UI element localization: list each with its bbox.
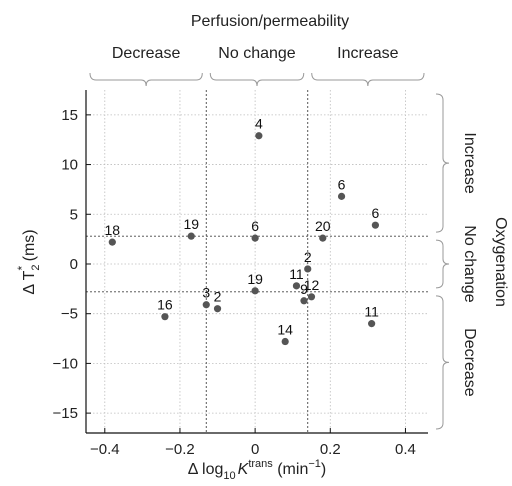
data-point-label: 4 xyxy=(255,116,263,132)
data-point-label: 2 xyxy=(304,249,312,265)
data-point xyxy=(300,297,307,304)
data-point xyxy=(308,293,315,300)
y-group-bracket xyxy=(436,296,449,429)
data-point-label: 16 xyxy=(157,297,173,313)
data-point xyxy=(255,132,262,139)
data-point xyxy=(252,235,259,242)
y-tick-label: −10 xyxy=(53,355,78,372)
y-group-brackets: Increase No change Decrease xyxy=(436,94,478,429)
y-axis-label: Δ T2* (ms) xyxy=(15,229,42,294)
data-point xyxy=(214,305,221,312)
data-point xyxy=(109,239,116,246)
data-point xyxy=(252,287,259,294)
x-group-brackets: Decrease No change Increase xyxy=(90,45,424,86)
y-group-bracket xyxy=(436,240,449,288)
y-group-label: Increase xyxy=(461,132,478,193)
data-point xyxy=(203,301,210,308)
x-group-label: Decrease xyxy=(112,45,181,62)
y-group-label: Decrease xyxy=(461,328,478,397)
x-tick-label: 0.4 xyxy=(395,441,416,458)
data-point-label: 19 xyxy=(247,271,263,287)
data-point-label: 6 xyxy=(338,176,346,192)
data-point-label: 2 xyxy=(214,289,222,305)
data-point-label: 6 xyxy=(371,205,379,221)
y-tick-label: 5 xyxy=(70,206,78,223)
x-group-label: Increase xyxy=(337,45,398,62)
data-point-label: 3 xyxy=(202,285,210,301)
y-tick-label: −15 xyxy=(53,405,78,422)
plot-area xyxy=(86,90,428,433)
data-point-label: 19 xyxy=(183,216,199,232)
x-group-bracket xyxy=(210,73,303,86)
y-tick-label: 10 xyxy=(61,157,78,174)
x-tick-label: −0.4 xyxy=(90,441,120,458)
data-point xyxy=(338,193,345,200)
x-tick-label: −0.2 xyxy=(165,441,195,458)
data-point-label: 18 xyxy=(105,222,121,238)
data-point xyxy=(161,313,168,320)
x-group-label: No change xyxy=(218,45,295,62)
x-group-bracket xyxy=(312,73,424,86)
data-point xyxy=(368,320,375,327)
chart-title: Perfusion/permeability xyxy=(191,13,349,30)
y-group-bracket xyxy=(436,94,449,232)
x-axis-label: Δ log10 Ktrans (min−1) xyxy=(188,458,326,482)
data-point xyxy=(188,233,195,240)
data-point-label: 14 xyxy=(277,322,293,338)
data-point xyxy=(304,265,311,272)
data-point-label: 11 xyxy=(364,304,379,320)
y-group-label: No change xyxy=(461,225,478,302)
y-tick-label: 15 xyxy=(61,107,78,124)
data-point xyxy=(372,222,379,229)
x-group-bracket xyxy=(90,73,202,86)
data-point-label: 20 xyxy=(315,218,331,234)
right-axis-title: Oxygenation xyxy=(492,217,509,307)
data-point xyxy=(282,338,289,345)
y-tick-label: −5 xyxy=(61,306,78,323)
y-tick-label: 0 xyxy=(70,256,78,273)
x-tick-label: 0.2 xyxy=(320,441,341,458)
data-point-label: 6 xyxy=(251,218,259,234)
data-point-label: 9 xyxy=(300,281,308,297)
data-point xyxy=(319,235,326,242)
data-point-label: 11 xyxy=(289,266,304,282)
data-point xyxy=(293,282,300,289)
x-tick-label: 0 xyxy=(251,441,259,458)
